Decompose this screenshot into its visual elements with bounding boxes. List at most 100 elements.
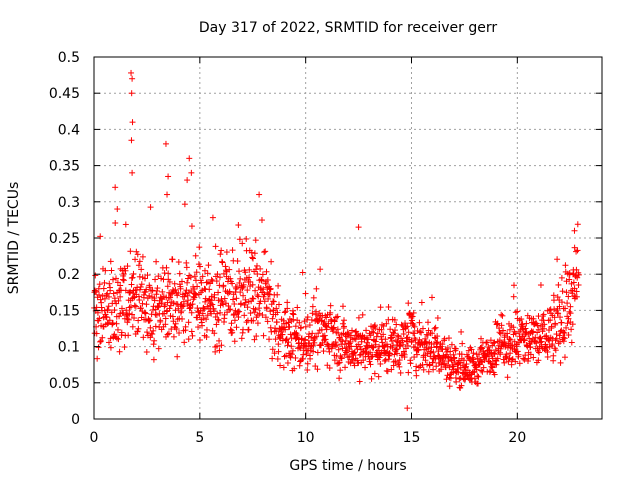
data-point bbox=[309, 330, 316, 337]
data-point bbox=[561, 354, 568, 361]
data-point bbox=[164, 283, 171, 290]
data-point bbox=[490, 340, 497, 347]
data-point bbox=[485, 344, 492, 351]
data-point bbox=[140, 334, 147, 341]
data-point bbox=[143, 301, 150, 308]
data-point bbox=[514, 308, 521, 315]
data-point bbox=[422, 357, 429, 364]
data-point bbox=[487, 337, 494, 344]
data-point bbox=[443, 376, 450, 383]
data-point bbox=[369, 328, 376, 335]
data-point bbox=[292, 323, 299, 330]
data-point bbox=[149, 306, 156, 313]
data-point bbox=[306, 322, 313, 329]
data-point bbox=[567, 310, 574, 317]
data-point bbox=[477, 344, 484, 351]
data-point bbox=[146, 284, 153, 291]
data-point bbox=[520, 355, 527, 362]
data-point bbox=[573, 288, 580, 295]
data-point bbox=[196, 312, 203, 319]
data-point bbox=[222, 263, 229, 270]
data-point bbox=[240, 292, 247, 299]
data-point bbox=[150, 356, 157, 363]
data-point bbox=[275, 301, 282, 308]
data-point bbox=[197, 263, 204, 270]
data-point bbox=[129, 323, 136, 330]
data-point bbox=[541, 321, 548, 328]
data-point bbox=[547, 317, 554, 324]
data-point bbox=[95, 344, 102, 351]
data-point bbox=[409, 313, 416, 320]
data-point bbox=[116, 313, 123, 320]
data-point bbox=[415, 347, 422, 354]
data-point bbox=[375, 373, 382, 380]
data-point bbox=[170, 300, 177, 307]
data-point bbox=[457, 359, 464, 366]
data-point bbox=[264, 318, 271, 325]
data-point bbox=[425, 368, 432, 375]
data-point bbox=[234, 283, 241, 290]
data-point bbox=[480, 364, 487, 371]
data-point bbox=[166, 305, 173, 312]
data-point bbox=[362, 364, 369, 371]
data-point bbox=[506, 326, 513, 333]
data-point bbox=[254, 292, 261, 299]
data-point bbox=[304, 314, 311, 321]
data-point bbox=[172, 307, 179, 314]
data-point bbox=[94, 355, 101, 362]
data-point bbox=[537, 282, 544, 289]
data-point bbox=[512, 358, 519, 365]
data-point bbox=[216, 274, 223, 281]
data-point bbox=[304, 360, 311, 367]
data-point bbox=[206, 286, 213, 293]
data-point bbox=[453, 378, 460, 385]
data-point bbox=[125, 316, 132, 323]
data-point bbox=[335, 330, 342, 337]
data-point bbox=[188, 309, 195, 316]
y-tick-label: 0.35 bbox=[49, 159, 80, 175]
data-point bbox=[527, 343, 534, 350]
data-point bbox=[571, 285, 578, 292]
data-point bbox=[128, 281, 135, 288]
data-point bbox=[283, 336, 290, 343]
data-point bbox=[475, 373, 482, 380]
data-point bbox=[269, 355, 276, 362]
data-point bbox=[175, 259, 182, 266]
data-point bbox=[512, 309, 519, 316]
data-point bbox=[104, 290, 111, 297]
data-point bbox=[394, 332, 401, 339]
data-point bbox=[405, 329, 412, 336]
data-point bbox=[462, 364, 469, 371]
data-point bbox=[574, 247, 581, 254]
data-point bbox=[173, 326, 180, 333]
data-point bbox=[385, 356, 392, 363]
data-point bbox=[140, 294, 147, 301]
data-point bbox=[270, 298, 277, 305]
data-point bbox=[463, 361, 470, 368]
data-point bbox=[493, 361, 500, 368]
data-point bbox=[107, 287, 114, 294]
data-point bbox=[223, 249, 230, 256]
data-point bbox=[562, 262, 569, 269]
data-point bbox=[132, 303, 139, 310]
data-point bbox=[565, 315, 572, 322]
data-point bbox=[494, 320, 501, 327]
data-point bbox=[144, 329, 151, 336]
data-point bbox=[450, 363, 457, 370]
data-point bbox=[438, 355, 445, 362]
data-point bbox=[411, 323, 418, 330]
data-point bbox=[279, 331, 286, 338]
data-point bbox=[389, 344, 396, 351]
data-point bbox=[434, 314, 441, 321]
data-point bbox=[274, 309, 281, 316]
data-point bbox=[553, 335, 560, 342]
data-point bbox=[130, 270, 137, 277]
data-point bbox=[392, 346, 399, 353]
data-point bbox=[296, 344, 303, 351]
data-point bbox=[129, 75, 136, 82]
data-point bbox=[552, 321, 559, 328]
data-point bbox=[218, 342, 225, 349]
data-point bbox=[327, 316, 334, 323]
data-point bbox=[369, 353, 376, 360]
data-point bbox=[97, 296, 104, 303]
